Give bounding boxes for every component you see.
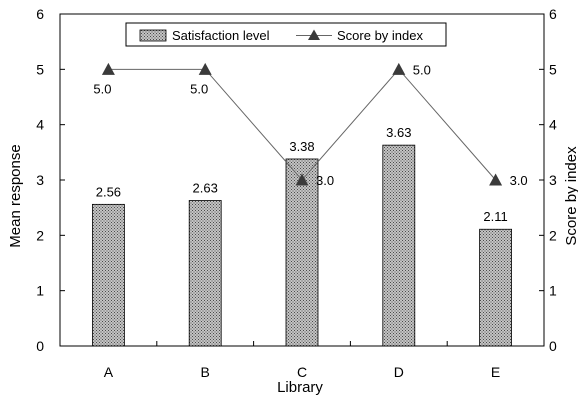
score-value-label: 3.0	[316, 173, 334, 188]
bar-value-label: 3.38	[289, 139, 314, 154]
score-marker	[489, 173, 503, 186]
y2-tick-label: 2	[549, 227, 557, 243]
y2-tick-label: 4	[549, 117, 557, 133]
y-tick-label: 5	[36, 61, 44, 77]
y-tick-label: 2	[36, 227, 44, 243]
score-marker	[392, 62, 406, 75]
score-value-label: 3.0	[510, 173, 528, 188]
legend-label-score: Score by index	[337, 28, 423, 43]
x-tick-label: B	[201, 364, 210, 380]
bar	[382, 144, 416, 347]
score-value-label: 5.0	[190, 81, 208, 96]
y2-tick-label: 5	[549, 61, 557, 77]
y-tick-label: 6	[36, 6, 44, 22]
bar-value-label: 2.11	[483, 209, 507, 224]
bar-series	[92, 144, 513, 347]
data-labels: 2.56 2.63 3.38 3.63 2.11 5.0 5.0 3.0 5.0 3.0	[93, 62, 527, 224]
score-marker	[295, 173, 309, 186]
legend-swatch-bar	[139, 29, 167, 42]
y-axis-title: Mean response	[7, 144, 24, 247]
x-tick-label: E	[491, 364, 500, 380]
y2-tick-label: 1	[549, 283, 557, 299]
bar-value-label: 2.56	[96, 184, 121, 199]
x-tick-label: A	[104, 364, 114, 380]
bar	[92, 203, 125, 347]
legend-label-satisfaction: Satisfaction level	[172, 28, 270, 43]
y-tick-label: 1	[36, 283, 44, 299]
y-tick-label: 0	[36, 338, 44, 354]
x-axis-title: Library	[277, 379, 323, 396]
score-value-label: 5.0	[93, 81, 111, 96]
y2-axis-title: Score by index	[563, 146, 578, 246]
y2-tick-label: 6	[549, 6, 557, 22]
line-series	[101, 62, 503, 186]
x-tick-label: D	[394, 364, 404, 380]
legend-triangle-icon	[308, 29, 320, 40]
right-axis: 0 1 2 3 4 5 6	[539, 6, 557, 354]
score-marker	[101, 62, 115, 75]
x-tick-label: C	[297, 364, 307, 380]
left-axis: 0 1 2 3 4 5 6	[36, 6, 65, 354]
score-value-label: 5.0	[413, 62, 431, 77]
y2-tick-label: 0	[549, 338, 557, 354]
y2-tick-label: 3	[549, 172, 557, 188]
bar	[285, 158, 319, 347]
bar	[479, 228, 513, 347]
x-axis: A B C D E	[59, 341, 545, 380]
bar-value-label: 2.63	[193, 180, 218, 195]
y-tick-label: 3	[36, 172, 44, 188]
legend-box	[125, 22, 447, 47]
legend: Satisfaction level Score by index	[125, 22, 447, 47]
bar-value-label: 3.63	[386, 125, 411, 140]
y-tick-label: 4	[36, 117, 44, 133]
score-marker	[198, 62, 212, 75]
bar	[188, 200, 222, 347]
